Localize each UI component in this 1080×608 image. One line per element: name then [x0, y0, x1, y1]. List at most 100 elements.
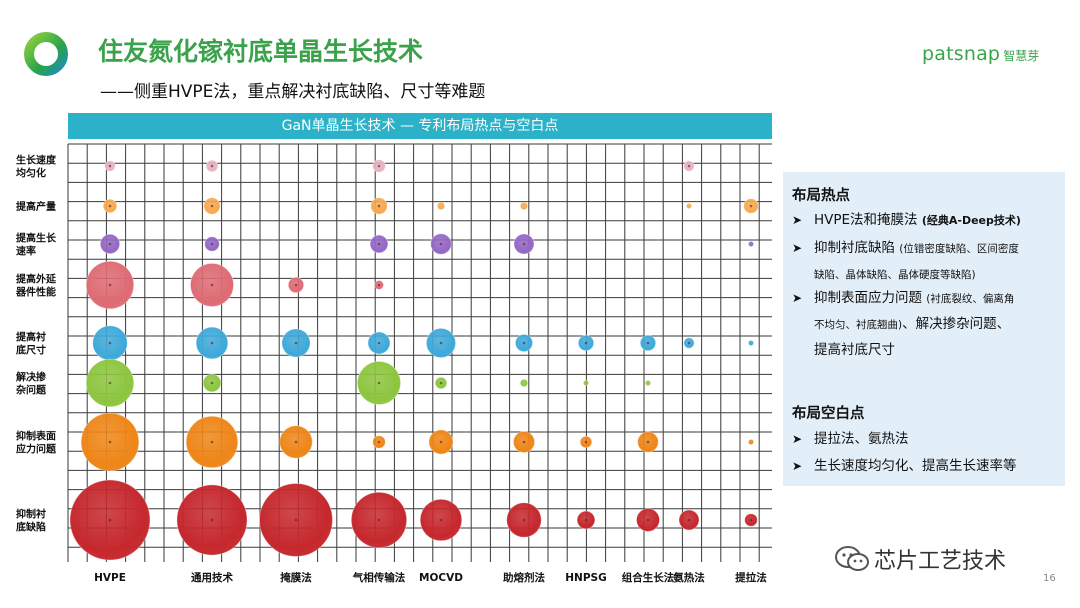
y-tick-label: 底缺陷	[16, 521, 46, 534]
x-tick-label: 气相传输法	[352, 571, 406, 584]
bubble-center-dot	[687, 341, 691, 345]
hot-item-3-note2: 不均匀、衬底翘曲)	[814, 319, 903, 331]
bubble-center-dot	[108, 164, 112, 168]
bubble	[644, 379, 652, 387]
bubble	[747, 240, 755, 248]
bubble-center-dot	[522, 440, 526, 444]
label-layer: HVPE 通用技术 掩膜法 气相传输法 MOCVD 助熔剂法 HNPSG 组合生长法 氨热法 提拉…	[15, 154, 767, 585]
brand-name-cn: 智慧芽	[1003, 49, 1040, 63]
bubble-center-dot	[108, 283, 112, 287]
bubble-center-dot	[439, 341, 443, 345]
bubble-center-dot	[210, 381, 214, 385]
bubble-center-dot	[439, 381, 443, 385]
bubble-center-dot	[377, 283, 381, 287]
bubble-center-dot	[210, 164, 214, 168]
arrow-bullet-icon: ➤	[792, 241, 803, 255]
watermark: 芯片工艺技术	[834, 543, 1006, 575]
bubble-center-dot	[108, 518, 112, 522]
bubble-center-dot	[522, 341, 526, 345]
bubble-center-dot	[377, 518, 381, 522]
y-tick-label: 提高生长	[16, 232, 57, 245]
bubble-center-dot	[377, 242, 381, 246]
bubble	[747, 438, 755, 446]
chart-title: GaN单晶生长技术 — 专利布局热点与空白点	[68, 113, 772, 139]
bubble-center-dot	[522, 242, 526, 246]
bubble	[519, 378, 529, 388]
bubble-center-dot	[377, 341, 381, 345]
bubble-center-dot	[687, 164, 691, 168]
bubble-center-dot	[687, 518, 691, 522]
bubble-center-dot	[439, 440, 443, 444]
hot-item-2-main: 抑制衬底缺陷	[814, 240, 895, 256]
blank-item-1: ➤ 提拉法、氨热法	[792, 427, 1060, 452]
x-tick-label: 组合生长法	[622, 571, 675, 584]
wechat-icon	[835, 546, 869, 571]
x-tick-label: HVPE	[94, 572, 126, 584]
y-tick-label: 解决掺	[16, 371, 46, 384]
x-tick-label: 氨热法	[673, 571, 705, 584]
bubble-center-dot	[294, 518, 298, 522]
hot-spots-heading: 布局热点	[792, 188, 850, 204]
bubble-center-dot	[294, 440, 298, 444]
hot-item-3: ➤ 抑制表面应力问题 (衬底裂纹、偏离角 不均匀、衬底翘曲)、解决掺杂问题、 提高…	[792, 286, 1060, 363]
bubble-center-dot	[210, 242, 214, 246]
x-tick-label: 掩膜法	[280, 571, 312, 584]
bubble-center-dot	[210, 440, 214, 444]
bubble-center-dot	[377, 440, 381, 444]
bubble-layer	[69, 159, 759, 561]
bubble-center-dot	[210, 518, 214, 522]
brand-logo: patsnap 智慧芽	[922, 43, 1039, 65]
bubble	[582, 379, 590, 387]
bubble-center-dot	[749, 518, 753, 522]
arrow-bullet-icon: ➤	[792, 432, 803, 446]
bubble	[685, 202, 693, 210]
hot-item-3-note: (衬底裂纹、偏离角	[926, 293, 1015, 305]
x-tick-label: HNPSG	[565, 572, 606, 584]
bubble-center-dot	[439, 518, 443, 522]
x-tick-label: MOCVD	[419, 572, 463, 584]
bubble-center-dot	[646, 440, 650, 444]
hot-item-1-note: (经典A-Deep技术)	[921, 214, 1021, 227]
y-tick-label: 器件性能	[15, 286, 56, 299]
grid-layer	[67, 143, 772, 562]
y-tick-label: 提高衬	[16, 331, 46, 344]
bubble-center-dot	[377, 204, 381, 208]
hot-item-2: ➤ 抑制衬底缺陷 (位错密度缺陷、区间密度 缺陷、晶体缺陷、晶体硬度等缺陷)	[792, 236, 1060, 288]
hot-item-1-main: HVPE法和掩膜法	[814, 212, 918, 228]
watermark-text: 芯片工艺技术	[874, 549, 1007, 574]
y-tick-label: 底尺寸	[16, 344, 46, 357]
blank-item-2-text: 生长速度均匀化、提高生长速率等	[814, 458, 1017, 474]
y-tick-label: 提高外延	[16, 273, 57, 286]
y-tick-label: 杂问题	[16, 384, 47, 397]
bubble	[436, 201, 446, 211]
arrow-bullet-icon: ➤	[792, 213, 803, 227]
blank-item-1-text: 提拉法、氨热法	[814, 431, 909, 447]
y-tick-label: 抑制衬	[16, 508, 46, 521]
bubble	[519, 201, 529, 211]
bubble-center-dot	[108, 242, 112, 246]
hot-item-1: ➤ HVPE法和掩膜法 (经典A-Deep技术)	[792, 208, 1060, 233]
blank-item-2: ➤ 生长速度均匀化、提高生长速率等	[792, 454, 1060, 479]
arrow-bullet-icon: ➤	[792, 291, 803, 305]
bubble-center-dot	[210, 204, 214, 208]
bubble-center-dot	[646, 341, 650, 345]
bubble-center-dot	[584, 440, 588, 444]
bubble	[747, 339, 755, 347]
bubble-center-dot	[108, 204, 112, 208]
hot-item-2-note: (位错密度缺陷、区间密度	[899, 243, 1019, 255]
bubble-center-dot	[377, 381, 381, 385]
bubble-center-dot	[749, 204, 753, 208]
hot-item-3-main: 抑制表面应力问题	[814, 290, 922, 306]
y-tick-label: 抑制表面	[16, 430, 56, 443]
bubble-center-dot	[108, 341, 112, 345]
bubble-center-dot	[584, 518, 588, 522]
bubble-center-dot	[439, 242, 443, 246]
brand-name: patsnap	[922, 43, 1001, 65]
hot-item-3-tail: 、解决掺杂问题、	[902, 316, 1011, 332]
x-tick-label: 助熔剂法	[503, 571, 545, 584]
y-tick-label: 应力问题	[16, 443, 57, 456]
page-subtitle: ——侧重HVPE法，重点解决衬底缺陷、尺寸等难题	[100, 82, 486, 102]
bubble-center-dot	[646, 518, 650, 522]
page-title: 住友氮化镓衬底单晶生长技术	[98, 37, 424, 66]
